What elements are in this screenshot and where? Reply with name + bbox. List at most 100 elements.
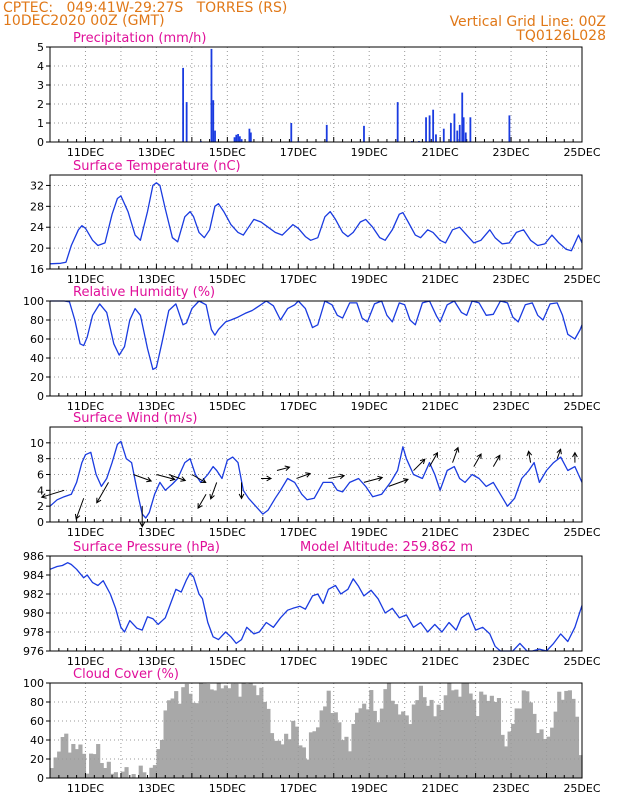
- panel-wind-xtick-label: 25DEC: [563, 526, 600, 539]
- panel-cloud-bar: [411, 704, 416, 778]
- panel-cloud-bar: [344, 736, 349, 778]
- panel-rh-xtick-label: 23DEC: [493, 400, 530, 413]
- panel-cloud-bar: [284, 733, 289, 778]
- panel-precip-bar: [238, 136, 241, 142]
- panel-cloud-bar: [266, 708, 271, 778]
- panel-cloud-bar: [241, 683, 246, 778]
- panel-wind-xtick-label: 11DEC: [67, 526, 104, 539]
- panel-precip-bar: [435, 134, 437, 142]
- panel-cloud-xtick-label: 17DEC: [280, 782, 317, 795]
- panel-cloud-bar: [330, 713, 335, 778]
- panel-cloud-bar: [493, 701, 498, 778]
- panel-precip-bar: [290, 123, 293, 142]
- panel-temp-ytick-label: 24: [30, 221, 44, 234]
- panel-cloud-bar: [195, 703, 200, 778]
- header-station-line: CPTEC: 049:41W-29:27S TORRES (RS): [3, 0, 288, 16]
- panel-wind-ytick-label: 4: [37, 484, 44, 497]
- panel-cloud-bar: [206, 683, 211, 778]
- header-model-id: TQ0126L028: [516, 28, 606, 44]
- panel-pres-xtick-label: 21DEC: [422, 655, 459, 668]
- panel-wind-xtick-label: 13DEC: [138, 526, 175, 539]
- panel-precip-bar: [425, 117, 427, 142]
- panel-rh-xtick-label: 25DEC: [563, 400, 600, 413]
- panel-temp-xtick-label: 19DEC: [351, 273, 388, 286]
- wind-vector-arrow: [133, 474, 153, 483]
- wind-vector-arrow: [209, 482, 218, 500]
- panel-cloud-bar: [415, 700, 420, 778]
- panel-cloud-bar: [440, 710, 445, 778]
- wind-vector-arrow: [168, 474, 187, 482]
- panel-cloud-bar: [57, 751, 62, 778]
- panel-cloud-bar: [92, 754, 97, 778]
- panel-cloud-bar: [276, 740, 282, 778]
- panel-wind-xtick-label: 23DEC: [493, 526, 530, 539]
- panel-cloud-xtick-label: 13DEC: [138, 782, 175, 795]
- panel-cloud-bar: [64, 733, 69, 778]
- panel-cloud-bar: [418, 685, 423, 778]
- panel-temp-title: Surface Temperature (nC): [73, 159, 241, 174]
- panel-cloud-bar: [248, 683, 253, 778]
- wind-vector-arrow: [388, 478, 409, 487]
- panel-wind-xtick-label: 19DEC: [351, 526, 388, 539]
- panel-cloud-bar: [312, 731, 317, 778]
- panel-cloud-bar: [308, 732, 314, 778]
- wind-vector-arrow: [473, 453, 482, 467]
- panel-precip-bar: [456, 130, 459, 142]
- wind-vector-arrow: [139, 506, 146, 528]
- wind-vector-arrow: [363, 475, 384, 483]
- panel-rh-xtick-label: 19DEC: [351, 400, 388, 413]
- panel-precip-bar: [461, 92, 464, 142]
- panel-precip-bar: [210, 48, 213, 142]
- panel-rh-xtick-label: 11DEC: [67, 400, 104, 413]
- panel-wind-xtick-label: 15DEC: [209, 526, 246, 539]
- panel-cloud-bar: [571, 698, 576, 778]
- panel-cloud-bar: [234, 683, 239, 778]
- wind-vector-arrow: [526, 450, 533, 463]
- panel-cloud-bar: [503, 746, 509, 778]
- panel-rh-ytick-label: 0: [37, 390, 44, 403]
- panel-temp-series-line: [49, 182, 583, 265]
- panel-cloud-xtick-label: 11DEC: [67, 782, 104, 795]
- panel-precip-xtick-label: 13DEC: [138, 146, 175, 159]
- panel-cloud-bar: [213, 690, 218, 778]
- panel-cloud-bar: [564, 690, 569, 778]
- panel-rh-ytick-label: 100: [23, 295, 44, 308]
- wind-vector-arrow: [191, 474, 207, 484]
- panel-precip-bar: [325, 124, 328, 142]
- panel-cloud-bar: [273, 740, 278, 778]
- header-grid-note: Vertical Grid Line: 00Z: [449, 14, 606, 30]
- panel-precip-bar: [469, 117, 472, 142]
- panel-cloud-bar: [174, 691, 179, 778]
- panel-rh-xtick-label: 17DEC: [280, 400, 317, 413]
- panel-rh-xtick-label: 21DEC: [422, 400, 459, 413]
- panel-cloud-bar: [131, 774, 136, 778]
- panel-cloud-bar: [245, 683, 250, 778]
- panel-wind-title: Surface Wind (m/s): [73, 411, 197, 426]
- panel-cloud-bar: [557, 691, 562, 778]
- panel-cloud-bar: [525, 691, 530, 778]
- panel-cloud-bar: [464, 683, 470, 778]
- panel-cloud-bar: [184, 683, 189, 778]
- panel-cloud-bar: [216, 683, 221, 778]
- panel-precip-bar: [508, 115, 511, 142]
- panel-temp-xtick-label: 15DEC: [209, 273, 246, 286]
- panel-precip-ytick-label: 5: [37, 41, 44, 54]
- panel-cloud-bar: [227, 688, 232, 778]
- panel-cloud-bar: [433, 716, 438, 778]
- panel-cloud-bar: [60, 737, 65, 778]
- panel-pres-frame: [49, 555, 583, 652]
- panel-cloud-bar: [191, 702, 197, 778]
- panel-precip-frame: [49, 46, 583, 143]
- panel-cloud-ytick-label: 20: [30, 753, 44, 766]
- panel-precip-bar: [458, 124, 461, 142]
- panel-precip-bar: [396, 102, 399, 142]
- panel-cloud-bar: [397, 714, 402, 778]
- panel-cloud-bar: [103, 768, 108, 778]
- wind-vector-arrow: [261, 475, 273, 482]
- panel-temp-xtick-label: 25DEC: [563, 273, 600, 286]
- panel-cloud-bar: [521, 690, 526, 778]
- wind-vector-arrow: [413, 458, 426, 471]
- panel-cloud-bar: [383, 689, 388, 778]
- panel-cloud-bar: [181, 687, 186, 778]
